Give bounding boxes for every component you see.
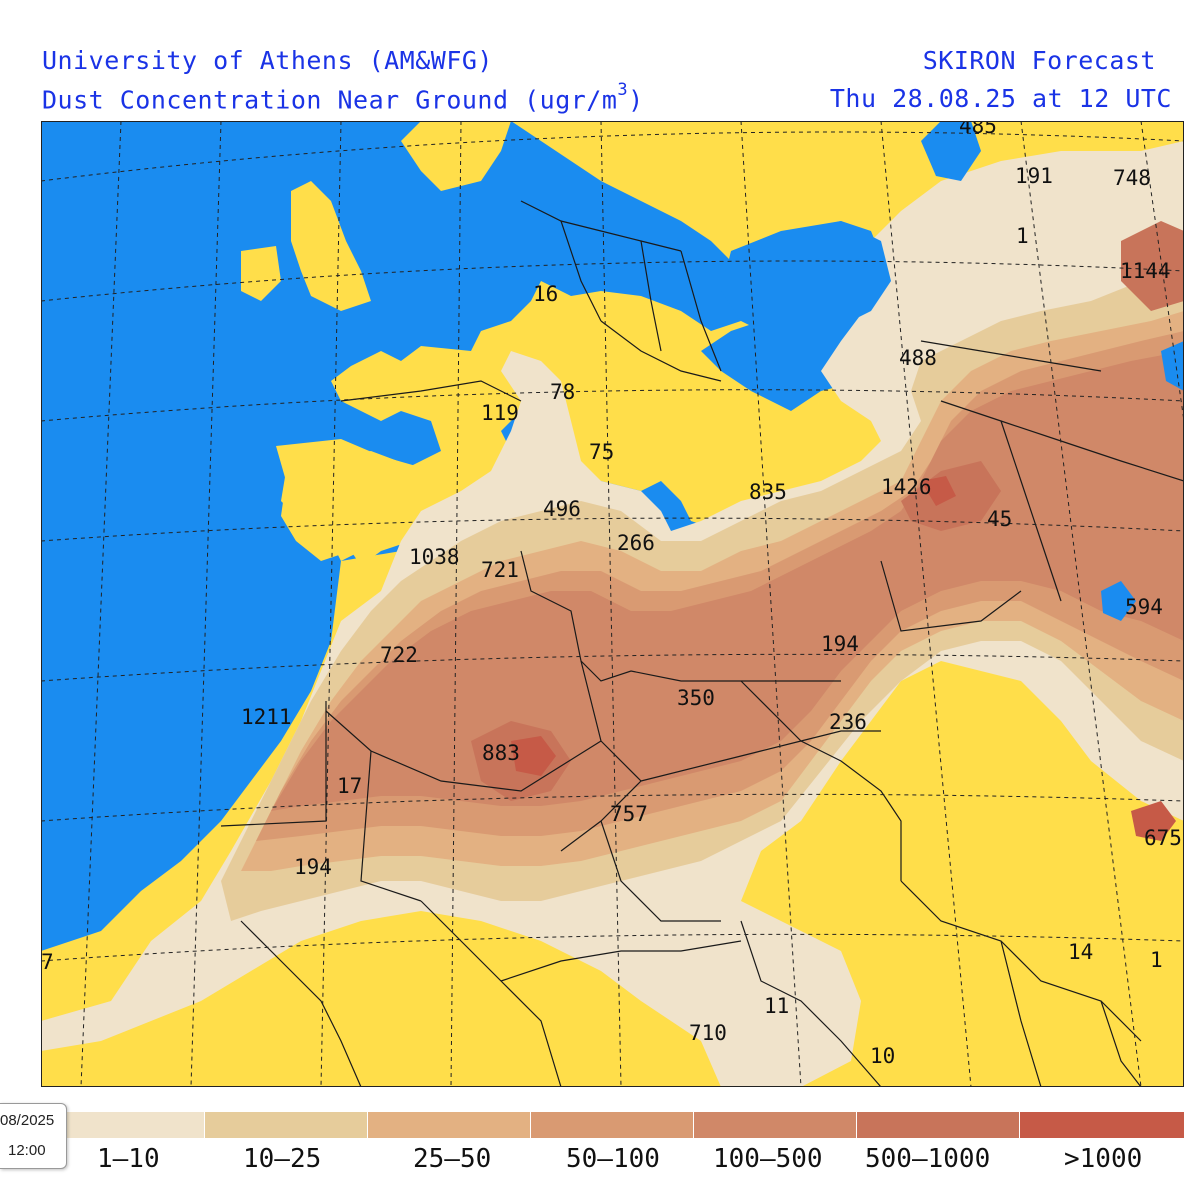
legend-swatch-2 [205,1112,367,1138]
map-label: 748 [1113,166,1151,190]
concentration-labels: 485 191 748 1 1144 16 488 78 119 75 1426… [41,121,1182,1068]
legend-swatch-4 [531,1112,693,1138]
forecast-valid-time: Thu 28.08.25 at 12 UTC [829,84,1172,113]
map-label: 7 [41,950,54,974]
legend-label-6: 500–1000 [865,1144,991,1174]
map-frame [41,121,1184,1087]
map-label: 119 [481,401,519,425]
lake-victoria [1161,341,1184,391]
map-label: 1 [1016,224,1029,248]
map-label: 1 [1150,948,1163,972]
product-title-text: Dust Concentration Near Ground (ugr/m [42,85,618,115]
map-label: 75 [589,440,614,464]
legend-label-4: 50–100 [566,1144,660,1174]
map-label: 350 [677,686,715,710]
legend-label-2: 10–25 [243,1144,322,1174]
graticule [41,121,1184,1087]
map-label: 721 [481,558,519,582]
red-sea [1101,581,1136,621]
product-title-close: ) [628,85,644,115]
unit-superscript: 3 [617,80,629,100]
product-title: Dust Concentration Near Ground (ugr/m3) [42,80,644,115]
time-badge-date: 08/2025 [0,1112,55,1129]
land-iberia [276,439,441,566]
map-label: 16 [533,282,558,306]
map-label: 757 [610,802,648,826]
land-british-isles [291,181,371,311]
black-sea [721,221,891,341]
map-label: 675 [1144,826,1182,850]
map-label: 594 [1125,595,1163,619]
map-label: 883 [482,741,520,765]
legend-swatch-6 [857,1112,1019,1138]
legend-swatch-7 [1020,1112,1184,1138]
legend-swatch-1 [41,1112,204,1138]
map-label: 485 [959,121,997,138]
color-legend: 1–10 10–25 25–50 50–100 100–500 500–1000… [41,1108,1184,1174]
map-label: 191 [1015,164,1053,188]
map-label: 10 [870,1044,895,1068]
caspian-sea [921,121,981,181]
map-label: 496 [543,497,581,521]
land-scandinavia [401,121,511,191]
map-label: 722 [380,643,418,667]
map-label: 835 [749,480,787,504]
legend-swatch-5 [694,1112,856,1138]
time-badge-time: 12:00 [8,1142,46,1159]
map-label: 488 [899,346,937,370]
map-label: 14 [1068,940,1093,964]
map-label: 11 [764,994,789,1018]
legend-swatch-3 [368,1112,530,1138]
map-label: 1144 [1120,259,1171,283]
map-label: 17 [337,774,362,798]
institution-title: University of Athens (AM&WFG) [42,46,493,75]
legend-label-3: 25–50 [413,1144,492,1174]
map-label: 710 [689,1021,727,1045]
map-label: 194 [821,632,859,656]
land-ireland [241,246,281,301]
map-label: 266 [617,531,655,555]
dust-contour-100-500 [271,351,1184,811]
dust-concentration-map: 485 191 748 1 1144 16 488 78 119 75 1426… [41,121,1184,1087]
country-borders [220,200,1184,1087]
map-label: 45 [987,507,1012,531]
map-label: 78 [550,380,575,404]
legend-label-1: 1–10 [97,1144,160,1174]
legend-label-5: 100–500 [713,1144,823,1174]
legend-label-7: >1000 [1064,1144,1143,1174]
map-label: 236 [829,710,867,734]
map-svg: 485 191 748 1 1144 16 488 78 119 75 1426… [41,121,1184,1087]
forecast-model-title: SKIRON Forecast [922,46,1156,75]
time-slider-badge[interactable]: 08/2025 12:00 [0,1103,67,1169]
map-label: 1211 [241,705,292,729]
map-label: 1038 [409,545,460,569]
map-label: 194 [294,855,332,879]
map-label: 1426 [881,475,932,499]
